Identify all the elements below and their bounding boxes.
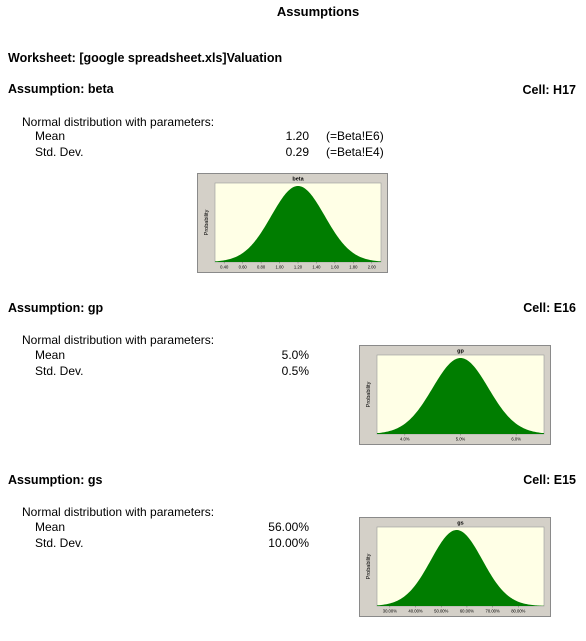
- x-tick-label: 70.00%: [486, 609, 500, 614]
- param-label-mean: Mean: [35, 348, 66, 362]
- x-tick-label: 0.60: [239, 265, 248, 270]
- param-label-std: Std. Dev.: [35, 145, 84, 159]
- worksheet-label: Worksheet: [google spreadsheet.xls]Valua…: [8, 51, 283, 65]
- cell-ref-gp: Cell: E16: [523, 301, 576, 315]
- chart-title: gs: [457, 521, 463, 527]
- param-ref-mean: (=Beta!E6): [326, 129, 384, 143]
- x-tick-label: 80.00%: [511, 609, 525, 614]
- x-tick-label: 1.80: [349, 265, 358, 270]
- chart-svg: beta Probability 0.40 0.60 0.80 1.00 1.20 1.40 1…: [204, 177, 382, 270]
- intro-text-gp: Normal distribution with parameters:: [22, 333, 215, 347]
- chart-svg: gp Probability 4.0% 5.0% 6.0%: [366, 349, 545, 442]
- param-label-std: Std. Dev.: [35, 536, 84, 550]
- param-value-mean: 5.0%: [281, 348, 309, 362]
- cell-ref-beta: Cell: H17: [522, 83, 577, 97]
- param-label-std: Std. Dev.: [35, 364, 84, 378]
- x-tick-label: 40.00%: [408, 609, 422, 614]
- x-tick-label: 6.0%: [511, 437, 521, 442]
- x-tick-label: 4.0%: [400, 437, 410, 442]
- param-ref-std: (=Beta!E4): [326, 145, 384, 159]
- x-tick-label: 60.00%: [460, 609, 474, 614]
- x-tick-label: 5.0%: [456, 437, 466, 442]
- x-tick-label: 1.60: [331, 265, 340, 270]
- x-tick-label: 1.00: [275, 265, 284, 270]
- intro-text-beta: Normal distribution with parameters:: [22, 115, 215, 129]
- x-tick-label: 2.00: [368, 265, 377, 270]
- x-tick-label: 50.00%: [434, 609, 448, 614]
- report-title: Assumptions: [276, 4, 360, 19]
- assumption-heading-gp: Assumption: gp: [8, 301, 104, 315]
- assumption-heading-gs: Assumption: gs: [8, 473, 103, 487]
- y-axis-label: Probability: [366, 553, 372, 579]
- x-tick-label: 30.00%: [383, 609, 397, 614]
- assumption-heading-beta: Assumption: beta: [8, 82, 114, 96]
- param-value-mean: 1.20: [285, 129, 309, 143]
- intro-text-gs: Normal distribution with parameters:: [22, 505, 215, 519]
- distribution-curve: [377, 530, 544, 606]
- x-tick-label: 0.80: [257, 265, 266, 270]
- distribution-chart-gs: gs Probability 30.00% 40.00% 50.00% 60.00% 70.…: [359, 517, 551, 617]
- param-value-std: 0.29: [285, 145, 309, 159]
- chart-svg: gs Probability 30.00% 40.00% 50.00% 60.00% 70.…: [366, 521, 545, 614]
- distribution-curve: [215, 186, 381, 262]
- x-tick-label: 1.40: [312, 265, 321, 270]
- param-label-mean: Mean: [35, 520, 66, 534]
- y-axis-label: Probability: [204, 209, 210, 235]
- distribution-curve: [377, 358, 544, 434]
- param-label-mean: Mean: [35, 129, 66, 143]
- x-tick-label: 1.20: [294, 265, 303, 270]
- cell-ref-gs: Cell: E15: [523, 473, 576, 487]
- chart-title: beta: [292, 177, 304, 183]
- x-tick-label: 0.40: [220, 265, 229, 270]
- param-value-mean: 56.00%: [268, 520, 309, 534]
- param-value-std: 0.5%: [281, 364, 309, 378]
- distribution-chart-beta: beta Probability 0.40 0.60 0.80 1.00 1.20 1.40 1…: [197, 173, 388, 273]
- y-axis-label: Probability: [366, 381, 372, 407]
- param-value-std: 10.00%: [268, 536, 309, 550]
- chart-title: gp: [457, 349, 464, 355]
- distribution-chart-gp: gp Probability 4.0% 5.0% 6.0%: [359, 345, 551, 445]
